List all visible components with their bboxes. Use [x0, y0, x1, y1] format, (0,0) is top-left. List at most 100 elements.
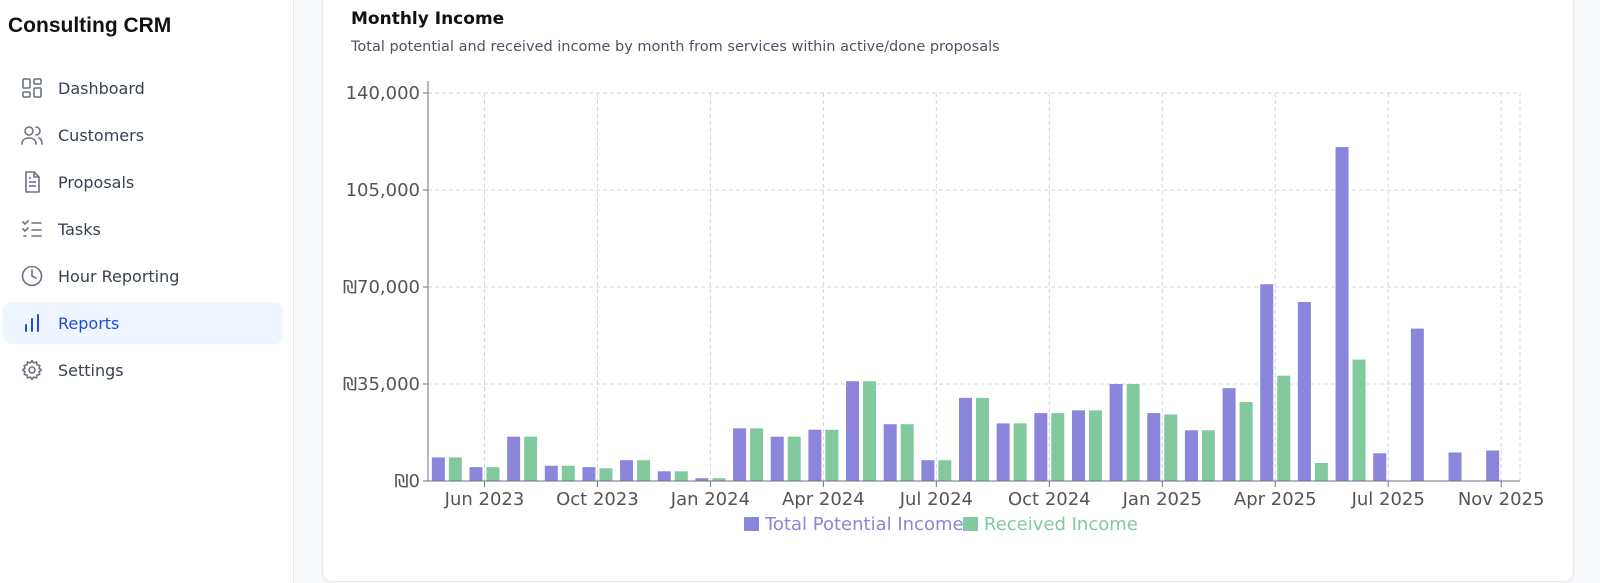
x-tick-label: Jun 2023: [444, 489, 525, 510]
clock-icon: [20, 264, 44, 288]
users-icon: [20, 123, 44, 147]
sidebar-item-label: Customers: [58, 125, 145, 145]
bar-total-potential: [808, 429, 822, 481]
bar-received: [448, 457, 462, 481]
bar-total-potential: [1260, 284, 1274, 481]
bar-total-potential: [1297, 301, 1311, 481]
bar-total-potential: [846, 381, 860, 481]
bar-received: [976, 397, 989, 481]
x-tick-label: Oct 2024: [1008, 489, 1091, 510]
bar-received: [1277, 375, 1291, 481]
main-content: Monthly Income Total potential and recei…: [294, 0, 1600, 583]
bar-total-potential: [733, 428, 747, 481]
bar-total-potential: [959, 397, 972, 481]
bar-total-potential: [1147, 413, 1161, 481]
sidebar-item-reports[interactable]: Reports: [3, 302, 283, 344]
dashboard-icon: [20, 76, 44, 100]
sidebar: Consulting CRM Dashboard Customers Propo…: [0, 0, 294, 583]
bar-total-potential: [469, 467, 483, 481]
bar-total-potential: [544, 465, 558, 481]
gear-icon: [20, 358, 44, 382]
bar-total-potential: [695, 478, 709, 481]
report-subtitle: Total potential and received income by m…: [351, 39, 1000, 55]
bar-total-potential: [770, 436, 784, 481]
bar-total-potential: [657, 471, 671, 481]
bar-total-potential: [431, 457, 445, 481]
sidebar-item-label: Proposals: [58, 172, 135, 192]
bar-total-potential: [1109, 384, 1123, 481]
sidebar-item-label: Dashboard: [58, 78, 145, 98]
bar-total-potential: [507, 436, 521, 481]
bar-total-potential: [1486, 450, 1500, 481]
report-title: Monthly Income: [351, 9, 505, 29]
bar-received: [1201, 430, 1215, 481]
y-tick-label: ₪70,000: [343, 277, 420, 298]
bar-total-potential: [1335, 147, 1349, 482]
sidebar-item-label: Settings: [58, 360, 124, 380]
bar-total-potential: [1410, 328, 1424, 481]
monthly-income-chart: ₪0 ₪35,000 ₪70,000 105,000 140,000 Jun 2023 Oc…: [343, 81, 1545, 535]
bar-received: [750, 428, 764, 481]
bar-received: [863, 381, 877, 481]
x-tick-label: Jan 2025: [1122, 489, 1202, 510]
bar-received: [900, 424, 914, 481]
bar-total-potential: [1184, 430, 1198, 481]
x-tick-label: Apr 2024: [782, 489, 865, 510]
legend-label-received: Received Income: [984, 514, 1138, 535]
x-tick-label: Jul 2025: [1351, 489, 1425, 510]
bar-received: [825, 429, 839, 481]
monthly-income-card: Monthly Income Total potential and recei…: [322, 0, 1574, 582]
sidebar-item-customers[interactable]: Customers: [3, 114, 283, 156]
bar-total-potential: [921, 460, 935, 481]
y-tick-label: 105,000: [346, 180, 420, 201]
bar-received: [938, 460, 952, 481]
bar-received: [599, 468, 613, 481]
bar-received: [1013, 423, 1027, 481]
y-tick-label: ₪0: [394, 471, 420, 492]
bar-received: [1088, 410, 1102, 481]
sidebar-item-dashboard[interactable]: Dashboard: [3, 67, 283, 109]
bar-received: [1352, 359, 1366, 481]
sidebar-item-hour-reporting[interactable]: Hour Reporting: [3, 255, 283, 297]
sidebar-item-label: Reports: [58, 313, 120, 333]
sidebar-item-proposals[interactable]: Proposals: [3, 161, 283, 203]
bar-received: [524, 436, 538, 481]
bar-total-potential: [582, 467, 596, 481]
legend-swatch-received: [963, 517, 978, 531]
bar-received: [1314, 462, 1328, 481]
bar-total-potential: [1071, 410, 1085, 481]
bar-received: [1239, 402, 1253, 481]
bar-received: [1126, 384, 1140, 481]
bar-chart-icon: [20, 311, 44, 335]
x-tick-label: Nov 2025: [1458, 489, 1545, 510]
y-tick-label: 140,000: [346, 83, 420, 104]
bar-received: [787, 436, 801, 481]
bar-total-potential: [1034, 413, 1048, 481]
legend-label-total-potential: Total Potential Income: [764, 514, 964, 535]
sidebar-item-tasks[interactable]: Tasks: [3, 208, 283, 250]
bar-total-potential: [1448, 452, 1462, 481]
bar-received: [1051, 413, 1065, 481]
bar-total-potential: [1373, 453, 1387, 481]
x-tick-label: Apr 2025: [1234, 489, 1317, 510]
bar-received: [637, 460, 651, 481]
legend-swatch-total-potential: [744, 517, 759, 531]
bar-received: [674, 471, 688, 481]
x-tick-label: Oct 2023: [556, 489, 639, 510]
x-tick-label: Jul 2024: [899, 489, 973, 510]
bar-received: [486, 467, 500, 481]
bar-total-potential: [1222, 388, 1236, 481]
app-title: Consulting CRM: [8, 14, 172, 37]
sidebar-item-label: Hour Reporting: [58, 266, 180, 286]
bar-received: [561, 465, 575, 481]
sidebar-item-settings[interactable]: Settings: [3, 349, 283, 391]
bar-total-potential: [620, 460, 634, 481]
bar-total-potential: [883, 424, 897, 481]
bar-received: [1164, 414, 1178, 481]
y-tick-label: ₪35,000: [343, 374, 420, 395]
sidebar-item-label: Tasks: [58, 219, 101, 239]
x-tick-label: Jan 2024: [670, 489, 750, 510]
checklist-icon: [20, 217, 44, 241]
bar-received: [712, 478, 726, 481]
document-icon: [20, 170, 44, 194]
